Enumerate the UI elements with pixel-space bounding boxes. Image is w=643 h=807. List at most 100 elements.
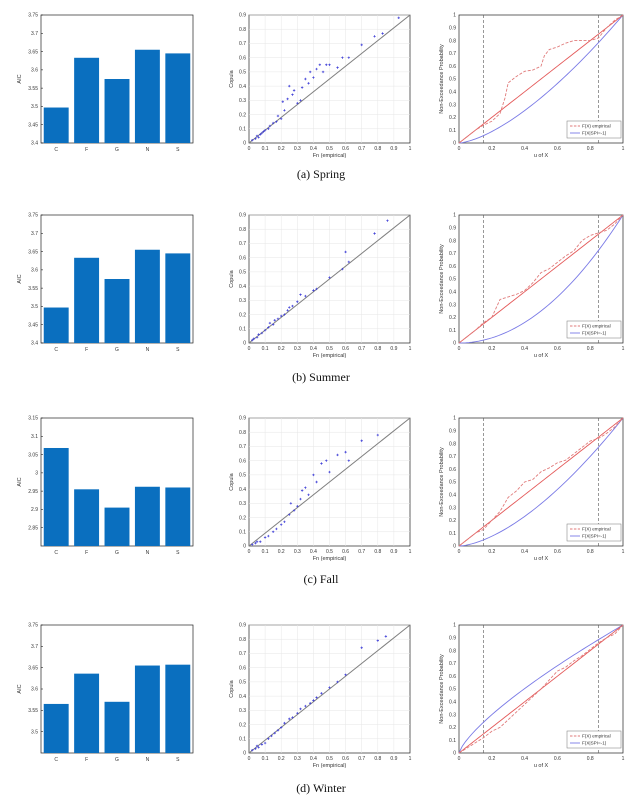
- panel-1: 3.4 3.45 3.5 3.55 3.6 3.65 3.7 3.75 C F G N S AIC 0 0.1…: [17, 213, 625, 384]
- y-tick-label: 0.2: [239, 312, 246, 318]
- scatter-point: [275, 120, 278, 123]
- scatter-point: [289, 502, 293, 505]
- y-tick-label: 3.55: [28, 86, 38, 92]
- y-tick-label: 0: [453, 751, 456, 757]
- copula-scatter: 0 0.1 0.2 0.3 0.4 0.5 0.6 0.7 0.8 0.9 0 0.1 0.2 0.3 0.…: [229, 213, 412, 359]
- x-tick-label: 1: [622, 549, 625, 555]
- y-tick-label: 0.4: [239, 284, 246, 290]
- scatter-point: [315, 480, 318, 484]
- y-tick-label: 3.6: [31, 687, 38, 693]
- scatter-point: [299, 707, 302, 711]
- scatter-point: [268, 124, 272, 128]
- scatter-point: [259, 540, 262, 543]
- y-tick-label: 3.6: [31, 68, 38, 74]
- scatter-point: [360, 43, 363, 47]
- scatter-point: [281, 100, 285, 103]
- y-tick-label: 0: [453, 141, 456, 147]
- scatter-point: [263, 129, 267, 132]
- y-tick-label: 3.75: [28, 623, 38, 629]
- y-tick-label: 0.9: [449, 636, 456, 642]
- y-tick-label: 0.4: [449, 290, 456, 296]
- non-exceedance-chart: 0 0.1 0.2 0.3 0.4 0.5 0.6 0.7 0.8 0.9 1 0 0.2 0.4 0.6 0…: [439, 13, 625, 159]
- y-tick-label: 3.45: [28, 122, 38, 128]
- y-tick-label: 0.5: [239, 270, 246, 276]
- x-tick-label: 0.6: [342, 549, 349, 555]
- aic-bar-chart: 3.5 3.55 3.6 3.65 3.7 3.75 C F G N S AIC: [17, 623, 194, 763]
- empirical-cdf-curve: [458, 214, 624, 344]
- scatter-point: [251, 543, 254, 546]
- bar-N: [134, 486, 160, 546]
- scatter-point: [286, 97, 289, 101]
- x-tick-label: 0.8: [587, 346, 594, 352]
- bar-G: [104, 79, 130, 143]
- y-tick-label: 3.65: [28, 249, 38, 255]
- y-tick-label: 2.85: [28, 525, 38, 531]
- x-tick-label: 0.5: [326, 146, 333, 152]
- y-tick-label: 3.7: [31, 644, 38, 650]
- y-tick-label: 0.2: [449, 115, 456, 121]
- y-tick-label: 3.4: [31, 341, 38, 347]
- x-tick-label: 0.5: [326, 549, 333, 555]
- y-tick-label: 0.9: [449, 226, 456, 232]
- y-axis-label: Non-Exceedance Probability: [439, 654, 445, 724]
- scatter-point: [251, 748, 254, 752]
- scatter-point: [292, 89, 296, 92]
- scatter-point: [307, 493, 310, 496]
- x-tick-label: C: [54, 757, 58, 763]
- x-tick-label: 0.1: [262, 549, 269, 555]
- scatter-point: [347, 56, 351, 59]
- y-tick-label: 0.9: [239, 213, 246, 219]
- diagonal-line: [248, 417, 411, 547]
- y-tick-label: 0.8: [449, 38, 456, 44]
- scatter-point: [312, 473, 315, 477]
- legend-box: [566, 730, 622, 749]
- panel-caption: (c) Fall: [304, 572, 340, 586]
- y-tick-label: 0.1: [239, 326, 246, 332]
- scatter-point: [288, 306, 291, 309]
- x-tick-label: 0.5: [326, 756, 333, 762]
- y-tick-label: 3.75: [28, 213, 38, 219]
- x-tick-label: G: [115, 757, 119, 763]
- x-tick-label: 0: [248, 756, 251, 762]
- x-tick-label: 0.2: [488, 756, 495, 762]
- bar-C: [43, 107, 69, 143]
- y-tick-label: 0.6: [239, 665, 246, 671]
- scatter-point: [360, 439, 363, 442]
- y-tick-label: 1: [453, 416, 456, 422]
- x-tick-label: S: [176, 757, 180, 763]
- x-tick-label: 1: [409, 346, 412, 352]
- scatter-point: [255, 540, 259, 543]
- y-tick-label: 0.6: [239, 55, 246, 61]
- y-tick-label: 0.7: [239, 651, 246, 657]
- x-axis-label: Fn (empirical): [313, 353, 347, 359]
- bar-C: [43, 447, 69, 546]
- conditional-cdf-curve: [458, 624, 624, 754]
- scatter-point: [304, 486, 307, 489]
- scatter-point: [255, 134, 259, 138]
- y-tick-label: 0.3: [239, 501, 246, 507]
- scatter-point: [373, 35, 376, 38]
- y-tick-label: 3.55: [28, 286, 38, 292]
- bar-S: [165, 664, 191, 753]
- y-tick-label: 0.8: [449, 648, 456, 654]
- scatter-point: [252, 337, 256, 340]
- x-axis-label: u of X: [534, 763, 549, 769]
- scatter-point: [262, 130, 265, 133]
- y-tick-label: 3.65: [28, 665, 38, 671]
- scatter-point: [381, 32, 384, 35]
- scatter-point: [304, 704, 307, 708]
- y-tick-label: 0.5: [449, 480, 456, 486]
- x-tick-label: 0.6: [554, 146, 561, 152]
- y-tick-label: 3.1: [31, 434, 38, 440]
- y-tick-label: 3.5: [31, 304, 38, 310]
- scatter-point: [280, 523, 283, 526]
- y-tick-label: 0.6: [449, 467, 456, 473]
- legend-label: F(X) empirical: [582, 734, 611, 739]
- x-axis-label: u of X: [534, 556, 549, 562]
- x-tick-label: S: [176, 147, 180, 153]
- copula-scatter: 0 0.1 0.2 0.3 0.4 0.5 0.6 0.7 0.8 0.9 0 0.1 0.2 0.3 0.…: [229, 623, 412, 769]
- y-tick-label: 0.3: [239, 98, 246, 104]
- x-tick-label: 0.3: [294, 756, 301, 762]
- x-tick-label: C: [54, 147, 58, 153]
- y-tick-label: 0.7: [239, 444, 246, 450]
